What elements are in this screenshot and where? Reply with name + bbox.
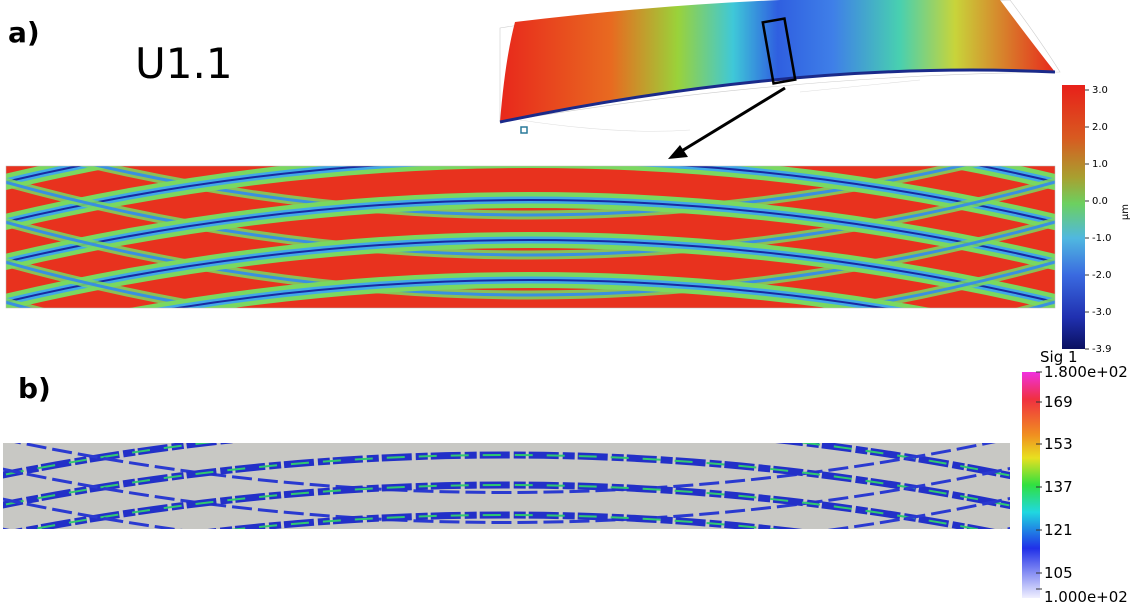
tick-label: 137 — [1044, 478, 1073, 496]
tick-label: 2.0 — [1092, 122, 1108, 133]
tick-label: 0.0 — [1092, 196, 1108, 207]
ridge — [0, 320, 1142, 440]
tick-label: 1.000e+02 — [1044, 588, 1128, 604]
ridge — [0, 310, 1142, 415]
surface-3d — [499, 0, 1061, 159]
tick-label: 3.0 — [1092, 85, 1108, 96]
colorbar — [1062, 85, 1085, 349]
crack — [28, 484, 982, 529]
tick-label: 1.0 — [1092, 159, 1108, 170]
ridge — [0, 320, 1142, 440]
tick-label: 121 — [1044, 521, 1073, 539]
colorbar — [1022, 372, 1040, 598]
ridge — [6, 166, 1055, 224]
crack — [14, 443, 996, 494]
sample-name: U1.1 — [135, 39, 233, 88]
ridge — [6, 180, 1055, 257]
ridge — [6, 260, 1055, 308]
colorbar-title: Sig 1 — [1040, 348, 1078, 366]
tick-label: 105 — [1044, 564, 1073, 582]
tick-label: -2.0 — [1092, 270, 1112, 281]
crack — [207, 511, 803, 529]
ridge — [0, 320, 1142, 440]
ridge — [6, 239, 1055, 304]
ridge — [171, 279, 889, 308]
ridge — [6, 220, 1055, 297]
height-map — [0, 166, 1142, 440]
crack — [3, 496, 1010, 529]
ridge — [0, 310, 1142, 415]
tick-label: -3.9 — [1092, 344, 1112, 355]
ridge — [93, 166, 967, 217]
crack — [3, 454, 1010, 507]
tick-label: -1.0 — [1092, 233, 1112, 244]
tick-label: 169 — [1044, 393, 1073, 411]
crack — [3, 443, 1010, 477]
crack — [3, 466, 1010, 524]
colorbar-unit: µm — [1120, 204, 1131, 220]
panel-label: b) — [18, 372, 51, 405]
tick-label: -3.0 — [1092, 307, 1112, 318]
panel-label: a) — [8, 16, 40, 49]
ridge — [6, 199, 1055, 264]
tick-label: 153 — [1044, 435, 1073, 453]
stress-map — [3, 443, 1010, 529]
tick-label: 1.800e+02 — [1044, 363, 1128, 381]
ridge — [6, 166, 1055, 184]
